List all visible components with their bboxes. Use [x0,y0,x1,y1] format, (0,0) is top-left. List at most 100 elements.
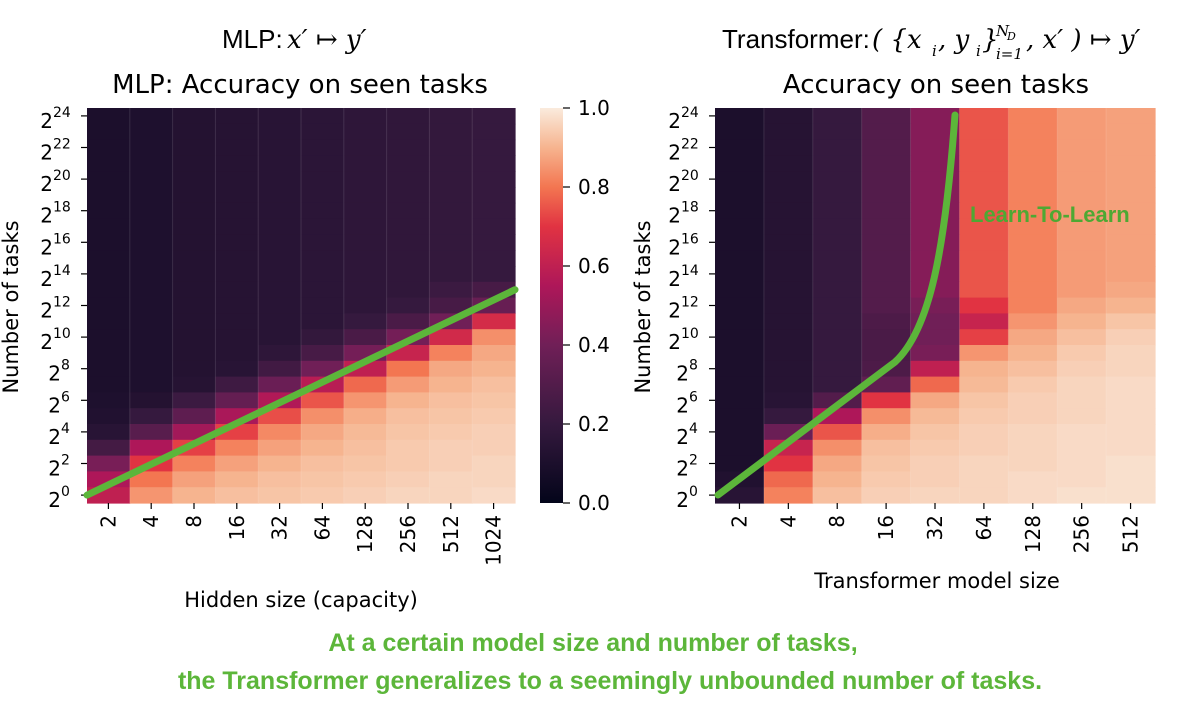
ytick-exponent-left: 10 [53,326,71,342]
heatmap-left-cell [343,234,388,251]
heatmap-right-cell [959,281,1009,299]
heatmap-right-cell [1008,139,1058,156]
heatmap-right-cell [812,123,863,141]
ytick-label-left: 2 [40,235,53,259]
heatmap-left-cell [172,108,216,125]
heatmap-left-cell [172,139,216,156]
ytick-label-left: 2 [40,141,53,165]
heatmap-left-cell [258,266,302,283]
heatmap-right-cell [763,487,814,504]
heatmap-left-cell [429,187,473,204]
xtick-label-right: 8 [825,515,849,528]
heatmap-right-cell [1106,281,1156,299]
heatmap-right-cell [1008,313,1058,330]
heatmap-right-cell [715,108,765,125]
heatmap-right-cell [1057,392,1107,409]
heatmap-right-cell [959,376,1009,393]
heatmap-left-cell [258,139,302,156]
heatmap-right-cell [959,171,1009,188]
heatmap-left-cell [301,455,345,472]
heatmap-left-cell [386,202,430,220]
heatmap-left-cell [215,376,259,393]
heatmap-left-cell [215,187,259,204]
heatmap-left-cell [301,266,345,283]
heatmap-right-cell [715,202,765,220]
heatmap-left-cell [343,202,388,220]
heatmap-left-cell [343,471,388,488]
heatmap-right-cell [763,171,814,188]
ytick-exponent-right: 0 [689,484,698,500]
heatmap-left-cell [172,345,216,362]
heatmap-left-cell [429,424,473,441]
heatmap-right-cell [1057,266,1107,283]
heatmap-right-cell [763,376,814,393]
ytick-exponent-left: 4 [61,421,70,437]
ytick-label-right: 2 [668,299,681,323]
heatmap-left-cell [386,376,430,393]
heatmap-left-cell [343,424,388,441]
xtick-label-right: 512 [1119,515,1143,553]
ytick-exponent-left: 22 [53,137,71,153]
heatmap-left-cell [258,360,302,378]
heatmap-left-cell [429,360,473,378]
heatmap-right-cell [1008,155,1058,172]
heatmap-right-cell [1106,297,1156,314]
heatmap-left-cell [343,266,388,283]
heatmap-right-cell [1057,187,1107,204]
heatmap-right-cell [861,202,912,220]
heatmap-right-cell [812,218,863,235]
heatmap-left-cell [343,313,388,330]
xtick-label-left: 8 [182,515,206,528]
heatmap-right-cell [715,281,765,299]
chart-title-right: Accuracy on seen tasks [783,70,1089,100]
caption-line-1: At a certain model size and number of ta… [328,629,857,657]
heatmap-right-cell [763,392,814,409]
heatmap-right-cell [1008,345,1058,362]
heatmap-right-cell [715,218,765,235]
heatmap-right-cell [763,234,814,251]
heatmap-right-cell [1106,360,1156,378]
ytick-label-right: 2 [676,393,689,417]
ytick-label-left: 2 [48,393,61,417]
heatmap-left-cell [472,187,516,204]
heatmap-right-cell [715,424,765,441]
heatmap-left-cell [301,471,345,488]
heatmap-left-cell [129,281,174,299]
heatmap-right-cell [763,313,814,330]
heatmap-right-cell [812,155,863,172]
heatmap-right-cell [1057,360,1107,378]
heatmap-right-cell [763,345,814,362]
heatmap-right-cell [1057,424,1107,441]
heatmap-left-cell [343,487,388,504]
heatmap-left-cell [472,392,516,409]
heatmap-right-cell [861,250,912,267]
heatmap-right-cell [715,123,765,141]
xtick-label-left: 32 [268,515,292,540]
ytick-exponent-right: 18 [681,200,699,216]
heatmap-left-cell [301,487,345,504]
ytick-exponent-right: 4 [689,421,698,437]
heatmap-left-cell [215,297,259,314]
heatmap-right-cell [861,187,912,204]
heatmap-left-cell [386,471,430,488]
heatmap-right-cell [1106,155,1156,172]
heatmap-left-cell [129,108,174,125]
heatmap-right-cell [1106,345,1156,362]
heatmap-left-cell [129,234,174,251]
xtick-label-right: 2 [727,515,751,528]
heatmap-left-cell [129,266,174,283]
heatmap-right-cell [910,218,961,235]
ytick-exponent-right: 14 [681,263,699,279]
heatmap-right-cell [959,439,1009,457]
heatmap-left-cell [215,218,259,235]
heatmap-left-cell [258,250,302,267]
heatmap-left-cell [301,297,345,314]
heatmap-right-cell [812,297,863,314]
ytick-exponent-right: 22 [681,137,699,153]
heatmap-right-cell [861,471,912,488]
heatmap-left-cell [386,297,430,314]
heatmap-left-cell [258,471,302,488]
heatmap-right-cell [910,234,961,251]
heatmap-left-cell [429,455,473,472]
